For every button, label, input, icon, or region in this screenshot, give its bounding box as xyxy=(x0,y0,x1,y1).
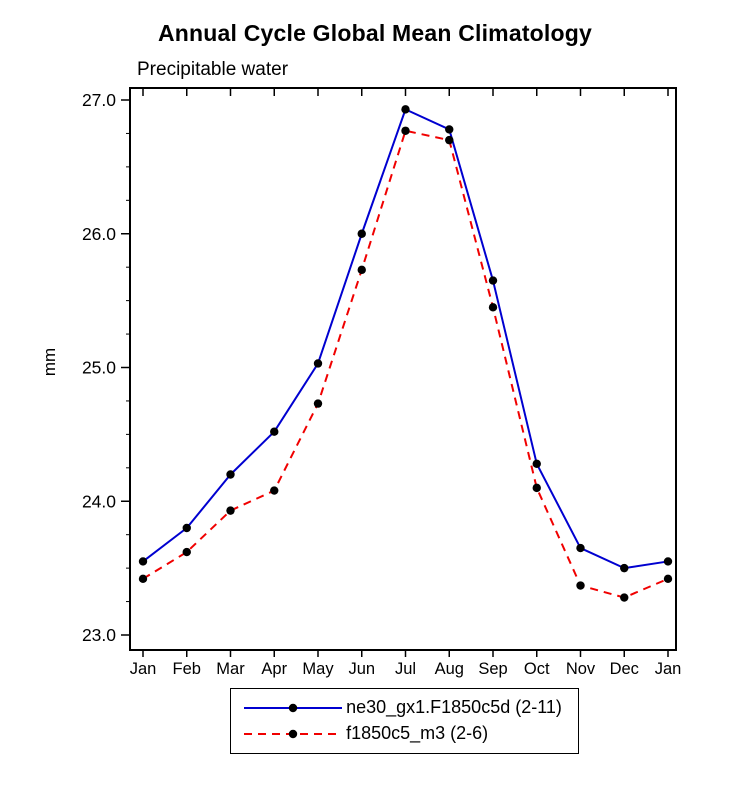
data-point-marker-series-1 xyxy=(488,276,498,285)
legend-line-sample-solid xyxy=(244,703,343,712)
x-tick-label: Jun xyxy=(348,660,375,678)
data-point-marker-series-1 xyxy=(226,470,235,479)
y-tick-label: 26.0 xyxy=(82,224,116,244)
data-point-marker-series-2 xyxy=(663,574,673,584)
data-point-marker-series-2 xyxy=(357,265,366,275)
x-tick-label: Feb xyxy=(173,660,201,678)
data-point-marker-series-1 xyxy=(138,557,148,566)
y-tick-label: 23.0 xyxy=(82,625,116,645)
data-point-marker-series-2 xyxy=(532,483,541,493)
legend-box: ne30_gx1.F1850c5d (2-11) f1850c5_m3 (2-6… xyxy=(230,688,579,754)
x-tick-label: Jul xyxy=(395,660,416,678)
x-tick-label: Nov xyxy=(566,660,596,678)
series-line-1 xyxy=(142,108,669,570)
data-point-marker-series-1 xyxy=(401,105,410,114)
x-tick-label: Sep xyxy=(478,660,507,678)
data-point-marker-series-1 xyxy=(313,359,323,368)
legend: ne30_gx1.F1850c5d (2-11) f1850c5_m3 (2-6… xyxy=(76,688,733,754)
legend-label-series-2: f1850c5_m3 (2-6) xyxy=(346,723,489,743)
data-point-marker-series-2 xyxy=(226,506,235,515)
chart-title: Annual Cycle Global Mean Climatology xyxy=(157,20,593,46)
y-tick-label: 25.0 xyxy=(82,358,116,378)
series-line-2 xyxy=(142,129,669,599)
y-tick-label: 27.0 xyxy=(82,90,116,110)
data-point-marker-series-2 xyxy=(401,126,410,135)
x-tick-label: Jan xyxy=(130,660,157,678)
data-point-marker-series-1 xyxy=(357,229,366,238)
x-tick-label: Dec xyxy=(610,660,639,678)
data-point-marker-series-2 xyxy=(576,581,585,590)
data-point-marker-series-1 xyxy=(532,459,541,468)
x-tick-label: Apr xyxy=(261,660,287,678)
legend-line-sample-dashed xyxy=(244,729,343,738)
x-tick-label: Aug xyxy=(435,660,464,678)
legend-label-series-1: ne30_gx1.F1850c5d (2-11) xyxy=(346,697,562,717)
x-tick-label: Mar xyxy=(216,660,245,678)
data-point-marker-series-2 xyxy=(445,135,454,145)
data-point-marker-series-1 xyxy=(663,557,673,566)
x-tick-label: May xyxy=(302,660,334,678)
data-point-marker-series-1 xyxy=(270,427,279,436)
plot-area: Jan Feb Mar Apr May Jun Jul Aug Sep Oct Nov Dec Jan 2… xyxy=(82,87,682,678)
legend-marker-series-1 xyxy=(288,703,298,712)
x-tick-label: Jan xyxy=(655,660,682,678)
x-tick-label: Oct xyxy=(524,660,550,678)
legend-item-series-1: ne30_gx1.F1850c5d (2-11) xyxy=(243,697,562,718)
data-point-marker-series-1 xyxy=(445,125,454,134)
data-point-marker-series-1 xyxy=(182,523,191,533)
data-point-marker-series-1 xyxy=(620,563,629,573)
data-point-marker-series-1 xyxy=(576,543,585,553)
data-point-marker-series-2 xyxy=(620,593,629,602)
data-point-marker-series-2 xyxy=(313,399,323,408)
legend-marker-series-2 xyxy=(288,729,298,738)
data-point-marker-series-2 xyxy=(182,547,191,557)
chart-subtitle: Precipitable water xyxy=(137,59,289,80)
y-tick-label: 24.0 xyxy=(82,491,116,511)
data-point-marker-series-2 xyxy=(270,486,279,495)
data-point-marker-series-2 xyxy=(488,303,498,312)
plot-frame xyxy=(129,87,677,651)
legend-item-series-2: f1850c5_m3 (2-6) xyxy=(243,723,562,744)
data-point-marker-series-2 xyxy=(138,574,148,584)
